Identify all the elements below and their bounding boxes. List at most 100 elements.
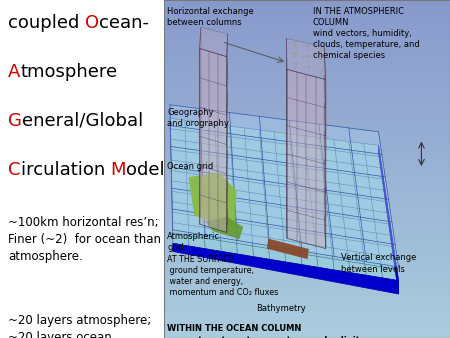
Bar — [164, 142, 450, 145]
Bar — [164, 281, 450, 284]
Bar — [164, 274, 450, 277]
Bar — [164, 27, 450, 30]
Bar — [164, 193, 450, 196]
Bar — [164, 122, 450, 125]
Bar — [164, 95, 450, 98]
Bar — [164, 3, 450, 7]
Bar — [164, 260, 450, 264]
Text: Atmospheric
grid: Atmospheric grid — [167, 232, 220, 251]
Bar — [164, 318, 450, 321]
Text: Geography
and orography: Geography and orography — [167, 108, 229, 128]
Polygon shape — [189, 173, 237, 228]
Bar — [164, 135, 450, 139]
Bar — [164, 0, 450, 3]
Bar — [164, 64, 450, 68]
Bar — [164, 37, 450, 41]
Bar — [164, 176, 450, 179]
Bar — [164, 30, 450, 34]
Bar — [164, 206, 450, 210]
Bar — [164, 254, 450, 257]
Text: C: C — [8, 161, 21, 178]
Bar — [164, 297, 450, 301]
Bar — [164, 68, 450, 71]
Bar — [164, 98, 450, 101]
Polygon shape — [199, 27, 201, 224]
Bar — [164, 284, 450, 287]
Bar — [164, 277, 450, 281]
Bar — [164, 166, 450, 169]
Bar — [164, 186, 450, 189]
Polygon shape — [199, 27, 228, 57]
Bar — [164, 139, 450, 142]
Bar — [164, 54, 450, 57]
Text: Vertical exchange
between levels: Vertical exchange between levels — [342, 254, 417, 273]
Bar — [164, 250, 450, 254]
Bar — [164, 34, 450, 37]
Bar — [164, 291, 450, 294]
Bar — [164, 10, 450, 14]
Text: cean-: cean- — [99, 14, 149, 31]
Bar — [164, 155, 450, 159]
Text: IN THE ATMOSPHERIC
COLUMN
wind vectors, humidity,
clouds, temperature, and
chemi: IN THE ATMOSPHERIC COLUMN wind vectors, … — [313, 7, 419, 60]
Bar — [164, 128, 450, 132]
Bar — [164, 328, 450, 331]
Bar — [164, 41, 450, 44]
Polygon shape — [324, 47, 326, 248]
Bar — [164, 24, 450, 27]
Bar — [164, 17, 450, 20]
Bar — [164, 145, 450, 149]
Polygon shape — [173, 243, 399, 294]
Bar — [164, 179, 450, 183]
Text: Bathymetry: Bathymetry — [256, 304, 306, 313]
Text: AT THE SURFACE
 ground temperature,
 water and energy,
 momentum and CO₂ fluxes: AT THE SURFACE ground temperature, water… — [167, 255, 279, 297]
Bar — [164, 61, 450, 64]
Bar — [164, 226, 450, 230]
Bar — [164, 51, 450, 54]
Polygon shape — [287, 39, 326, 79]
Bar — [164, 335, 450, 338]
Bar — [164, 223, 450, 226]
Bar — [164, 314, 450, 318]
Bar — [164, 57, 450, 61]
Bar — [164, 287, 450, 291]
Bar — [164, 84, 450, 88]
Polygon shape — [206, 217, 243, 239]
Bar — [164, 243, 450, 247]
Bar — [164, 152, 450, 155]
Polygon shape — [267, 239, 309, 259]
Bar — [164, 81, 450, 84]
Text: eneral/Global: eneral/Global — [22, 112, 144, 129]
Bar — [164, 125, 450, 128]
Bar — [164, 118, 450, 122]
Bar — [164, 294, 450, 297]
Bar — [164, 311, 450, 314]
Text: A: A — [8, 63, 21, 80]
Bar — [164, 257, 450, 260]
Bar — [164, 183, 450, 186]
Bar — [164, 213, 450, 216]
Bar — [164, 230, 450, 233]
Bar — [164, 247, 450, 250]
Bar — [164, 172, 450, 176]
Text: tmosphere: tmosphere — [21, 63, 118, 80]
Bar — [164, 14, 450, 17]
Bar — [164, 308, 450, 311]
Bar — [164, 270, 450, 274]
Bar — [164, 162, 450, 166]
Text: coupled: coupled — [8, 14, 86, 31]
Bar — [164, 203, 450, 206]
Polygon shape — [378, 145, 399, 294]
Bar — [164, 159, 450, 162]
Bar — [164, 105, 450, 108]
Text: WITHIN THE OCEAN COLUMN
current vectors, temperature and salinity: WITHIN THE OCEAN COLUMN current vectors,… — [167, 324, 365, 338]
Polygon shape — [199, 48, 227, 233]
Text: G: G — [8, 112, 22, 129]
Bar — [164, 132, 450, 135]
Text: ~20 layers atmosphere;
~20 layers ocean.: ~20 layers atmosphere; ~20 layers ocean. — [8, 314, 152, 338]
Bar — [164, 324, 450, 328]
Bar — [164, 321, 450, 324]
Bar — [164, 216, 450, 220]
Polygon shape — [287, 69, 326, 248]
Text: irculation: irculation — [21, 161, 111, 178]
Bar — [164, 7, 450, 10]
